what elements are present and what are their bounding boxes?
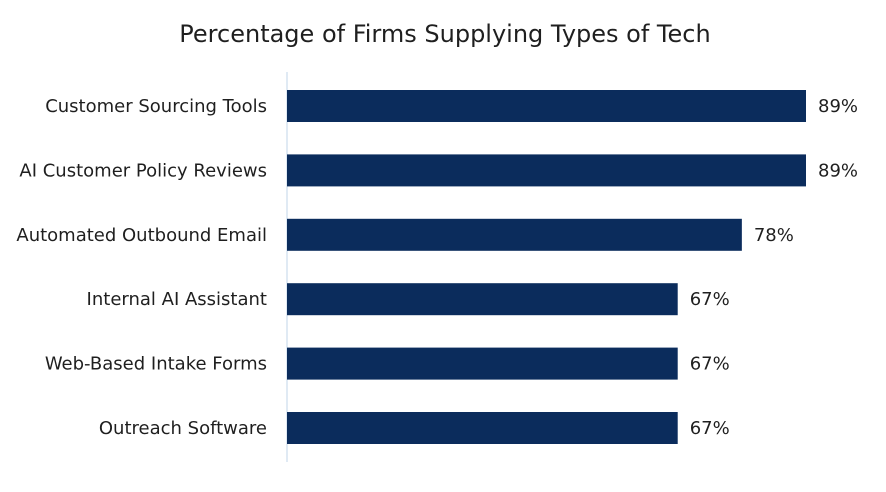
bar (287, 218, 742, 251)
category-label: AI Customer Policy Reviews (19, 160, 267, 181)
value-label: 89% (818, 96, 858, 117)
value-label: 67% (690, 354, 730, 375)
category-label: Automated Outbound Email (16, 225, 267, 246)
category-label: Outreach Software (99, 418, 267, 439)
chart-title: Percentage of Firms Supplying Types of T… (179, 20, 710, 48)
bar (287, 412, 678, 444)
value-label: 67% (690, 418, 730, 439)
value-label: 89% (818, 160, 858, 181)
bar (287, 283, 678, 316)
category-label: Internal AI Assistant (87, 289, 267, 310)
bars-group: Customer Sourcing Tools 89% AI Customer Po… (16, 90, 858, 444)
bar (287, 154, 806, 187)
category-label: Web-Based Intake Forms (45, 354, 267, 375)
bar (287, 347, 678, 380)
value-label: 67% (690, 289, 730, 310)
value-label: 78% (754, 225, 794, 246)
category-label: Customer Sourcing Tools (45, 96, 267, 117)
bar (287, 90, 806, 122)
